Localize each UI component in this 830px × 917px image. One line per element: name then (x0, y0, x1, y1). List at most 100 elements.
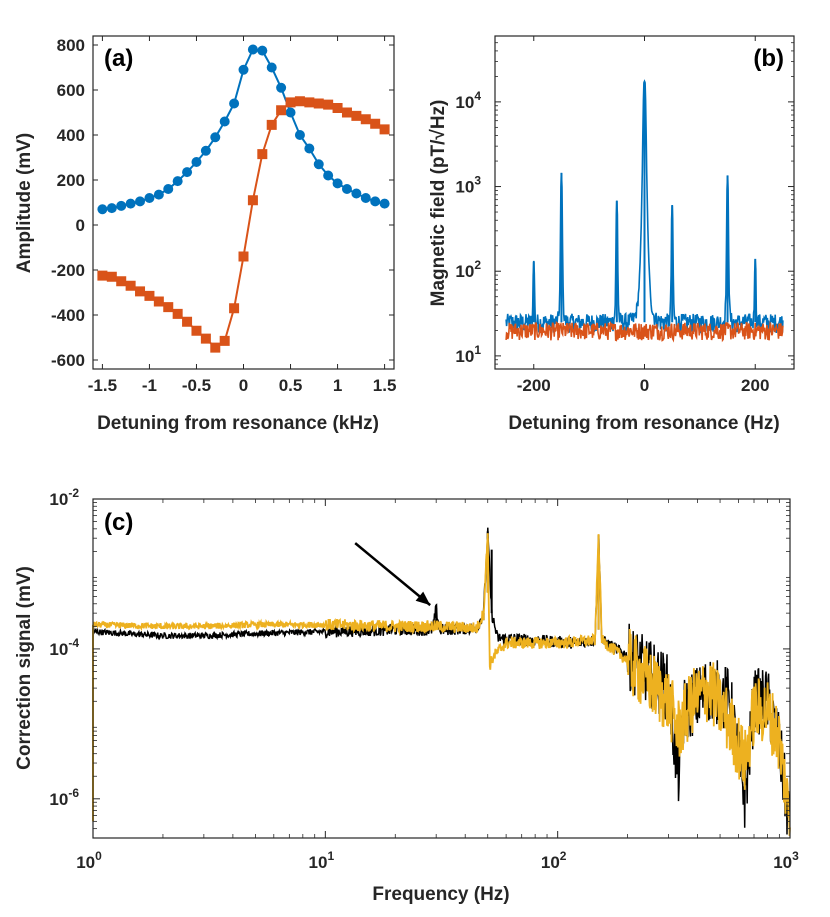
data-point (144, 290, 155, 301)
panel-c: (c) 100 101 102 103 10-6 10-4 10-2 Frequency … (14, 486, 799, 905)
data-point (379, 124, 390, 135)
x-tick-label: 101 (309, 849, 335, 872)
x-tick-label: 0 (640, 376, 649, 395)
panel-c-x-label: Frequency (Hz) (372, 884, 509, 905)
data-point (266, 62, 277, 73)
data-point (304, 143, 315, 154)
data-point (219, 116, 230, 127)
panel-a-label: (a) (104, 45, 133, 72)
panel-a-y-label: Amplitude (mV) (14, 133, 35, 273)
panel-c-plot-area (92, 527, 791, 836)
panel-a: (a) -1.5 -1 -0.5 0 0.5 1 1.5 -600 -400 -200 0 200 4… (14, 35, 397, 434)
panel-a-x-label: Detuning from resonance (kHz) (97, 413, 379, 434)
data-point (360, 193, 371, 203)
data-point (116, 200, 127, 211)
panel-c-x-ticks: 100 101 102 103 (76, 499, 799, 872)
x-tick-label: -0.5 (182, 376, 211, 395)
x-tick-label: 102 (541, 849, 567, 872)
panel-b-x-label: Detuning from resonance (Hz) (508, 413, 779, 434)
panel-a-x-ticks: -1.5 -1 -0.5 0 0.5 1 1.5 (88, 36, 397, 395)
data-point (351, 188, 362, 199)
data-point (323, 99, 334, 110)
data-point (285, 97, 296, 108)
data-point (276, 105, 287, 116)
panel-c-y-label: Correction signal (mV) (14, 566, 35, 770)
data-point (294, 130, 305, 140)
y-tick-label: 10-4 (49, 636, 79, 659)
data-point (144, 193, 155, 203)
data-point (276, 82, 287, 93)
data-point (229, 98, 240, 109)
data-point (257, 149, 268, 160)
y-tick-label: 102 (455, 258, 481, 281)
y-tick-label: 600 (57, 81, 85, 100)
data-point (370, 196, 381, 207)
data-point (313, 159, 324, 170)
y-tick-label: 104 (455, 89, 481, 112)
data-point (163, 302, 174, 313)
data-point (341, 184, 352, 194)
panel-b-x-ticks: -200 0 200 (517, 36, 769, 395)
panel-b-label: (b) (753, 45, 784, 72)
panel-a-y-ticks: -600 -400 -200 0 200 400 600 800 (51, 36, 394, 370)
x-tick-label: -1 (142, 376, 157, 395)
data-point (304, 97, 315, 108)
data-point (219, 335, 230, 346)
data-point (238, 64, 249, 75)
data-point (285, 107, 296, 118)
data-point (135, 286, 146, 297)
data-point (238, 251, 249, 262)
y-tick-label: 10-6 (49, 786, 79, 809)
x-tick-label: 100 (76, 849, 102, 872)
data-point (332, 178, 343, 189)
data-point (266, 119, 277, 130)
x-tick-label: 1.5 (373, 376, 397, 395)
data-point (182, 316, 193, 327)
panel-b-y-label: Magnetic field (pT/√Hz) (428, 100, 449, 307)
data-point (332, 103, 343, 113)
data-point (351, 110, 362, 121)
data-point (106, 203, 117, 214)
arrow-shaft (354, 542, 431, 607)
data-point (257, 45, 268, 56)
x-tick-label: -1.5 (88, 376, 117, 395)
panel-c-frame (92, 498, 791, 839)
y-tick-label: 103 (455, 174, 481, 197)
data-point (200, 333, 211, 344)
data-point (229, 303, 240, 314)
data-point (210, 132, 221, 143)
data-point (191, 325, 202, 336)
arrow-head (415, 591, 431, 606)
panel-c-annotation-arrow (354, 542, 431, 607)
y-tick-label: 10-2 (49, 486, 79, 509)
data-point (200, 145, 211, 156)
y-tick-label: 0 (76, 216, 85, 235)
y-tick-label: 800 (57, 36, 85, 55)
data-point (153, 189, 164, 200)
data-point (379, 198, 390, 209)
data-point (106, 271, 117, 282)
data-point (360, 114, 371, 125)
data-point (172, 176, 183, 187)
panel-b: (b) -200 0 200 101 102 103 104 Detuning from … (428, 35, 795, 434)
y-tick-label: 101 (455, 343, 481, 366)
data-point (323, 170, 334, 181)
data-point (135, 196, 146, 207)
data-point (97, 204, 108, 215)
y-tick-label: 400 (57, 126, 85, 145)
y-tick-label: -600 (51, 351, 85, 370)
x-tick-label: -200 (517, 376, 551, 395)
x-tick-label: 103 (773, 849, 799, 872)
x-tick-label: 0 (239, 376, 248, 395)
data-point (182, 167, 193, 178)
series-line-orange-spectrum (505, 320, 784, 343)
data-point (97, 270, 108, 281)
x-tick-label: 0.5 (279, 376, 303, 395)
x-tick-label: 1 (333, 376, 342, 395)
data-point (116, 276, 127, 287)
y-tick-label: -200 (51, 261, 85, 280)
series-line-quadrature (102, 100, 386, 349)
data-point (163, 184, 174, 194)
y-tick-label: 200 (57, 171, 85, 190)
